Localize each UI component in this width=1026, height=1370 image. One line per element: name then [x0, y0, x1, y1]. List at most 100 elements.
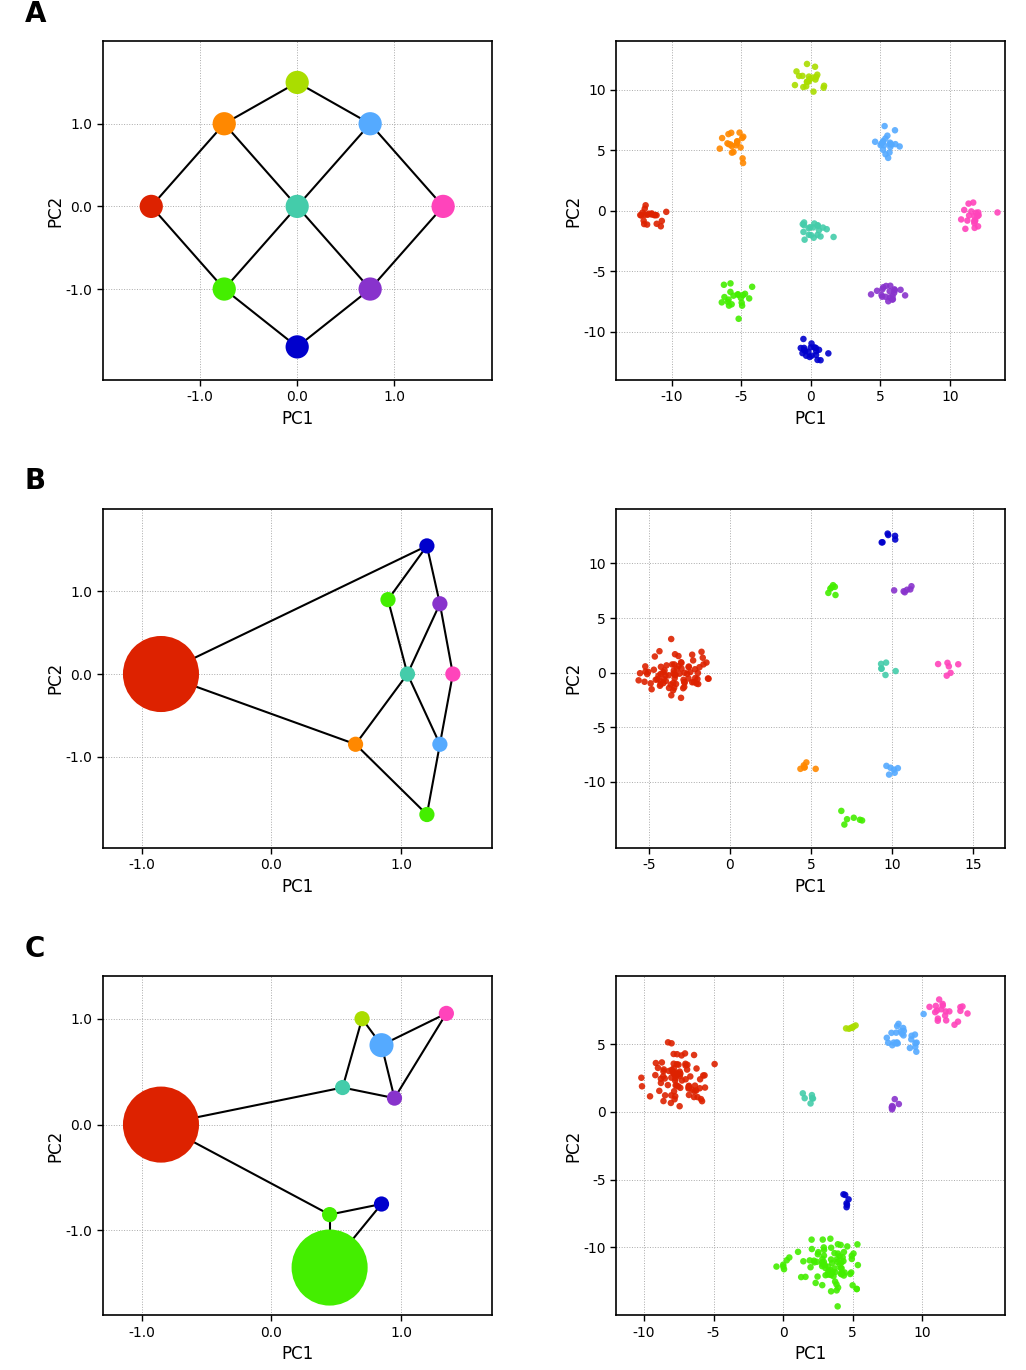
Point	[652, 675, 668, 697]
Point	[970, 201, 986, 223]
Point	[828, 1280, 844, 1302]
Point	[682, 1066, 699, 1088]
X-axis label: PC1: PC1	[795, 878, 827, 896]
Point	[831, 1254, 847, 1275]
Point	[656, 1091, 672, 1112]
Point	[692, 656, 708, 678]
Point	[775, 1256, 791, 1278]
Point	[685, 1044, 702, 1066]
Point	[419, 804, 435, 826]
Point	[970, 215, 986, 237]
Point	[653, 1071, 669, 1093]
Point	[935, 993, 951, 1015]
Point	[648, 212, 665, 234]
Point	[666, 677, 682, 699]
Point	[883, 1022, 900, 1044]
Point	[688, 1080, 705, 1101]
Point	[921, 996, 938, 1018]
Point	[386, 1088, 402, 1110]
Point	[692, 1077, 708, 1099]
Point	[800, 66, 817, 88]
Point	[373, 1034, 390, 1056]
Point	[816, 77, 832, 99]
Point	[667, 664, 683, 686]
Point	[680, 667, 697, 689]
Point	[729, 133, 746, 155]
Point	[834, 1247, 851, 1269]
Point	[935, 995, 951, 1017]
Point	[880, 525, 897, 547]
Point	[820, 582, 836, 604]
Point	[881, 286, 898, 308]
Point	[813, 226, 829, 248]
Point	[656, 1060, 672, 1082]
Point	[672, 1063, 688, 1085]
Point	[823, 1265, 839, 1286]
Point	[796, 214, 813, 236]
Point	[699, 652, 715, 674]
Point	[720, 289, 737, 311]
Point	[677, 1055, 694, 1077]
Point	[887, 133, 904, 155]
Point	[956, 199, 973, 221]
Point	[667, 1064, 683, 1086]
Point	[797, 340, 814, 362]
Point	[798, 345, 815, 367]
Point	[968, 210, 984, 232]
Point	[873, 653, 890, 675]
Point	[667, 1067, 683, 1089]
Point	[666, 659, 682, 681]
Point	[804, 1088, 821, 1110]
Point	[821, 1263, 837, 1285]
Point	[444, 663, 461, 685]
Point	[657, 659, 673, 681]
Point	[893, 279, 909, 301]
Point	[828, 1273, 844, 1295]
X-axis label: PC1: PC1	[795, 1345, 827, 1363]
Point	[731, 308, 747, 330]
Point	[881, 281, 898, 303]
Point	[800, 341, 817, 363]
Point	[723, 136, 740, 158]
Point	[829, 1251, 845, 1273]
Point	[722, 281, 739, 303]
Point	[850, 1254, 866, 1275]
Y-axis label: PC2: PC2	[564, 662, 582, 695]
Point	[692, 1069, 708, 1091]
Point	[664, 1059, 680, 1081]
Point	[839, 1236, 856, 1258]
Point	[903, 1029, 919, 1051]
Point	[826, 1243, 842, 1265]
Point	[435, 196, 451, 218]
Point	[806, 56, 823, 78]
Point	[952, 1000, 969, 1022]
Point	[873, 532, 890, 553]
Point	[930, 653, 946, 675]
Point	[634, 201, 650, 223]
Point	[816, 1251, 832, 1273]
Point	[941, 655, 957, 677]
Point	[890, 1033, 906, 1055]
Point	[810, 215, 826, 237]
Point	[373, 1193, 390, 1215]
Point	[661, 664, 677, 686]
Point	[713, 292, 729, 314]
Point	[877, 286, 894, 308]
Point	[830, 1233, 846, 1255]
Point	[695, 1064, 711, 1086]
Point	[667, 644, 683, 666]
Point	[833, 1263, 850, 1285]
Point	[807, 1271, 824, 1293]
Point	[794, 214, 811, 236]
Point	[635, 210, 652, 232]
Y-axis label: PC2: PC2	[564, 1130, 582, 1162]
Point	[640, 660, 657, 682]
Point	[833, 1252, 850, 1274]
Point	[647, 204, 664, 226]
Point	[808, 1251, 825, 1273]
Point	[634, 1075, 650, 1097]
Point	[633, 1067, 649, 1089]
Y-axis label: PC2: PC2	[46, 662, 64, 695]
Point	[827, 584, 843, 606]
Point	[668, 1074, 684, 1096]
